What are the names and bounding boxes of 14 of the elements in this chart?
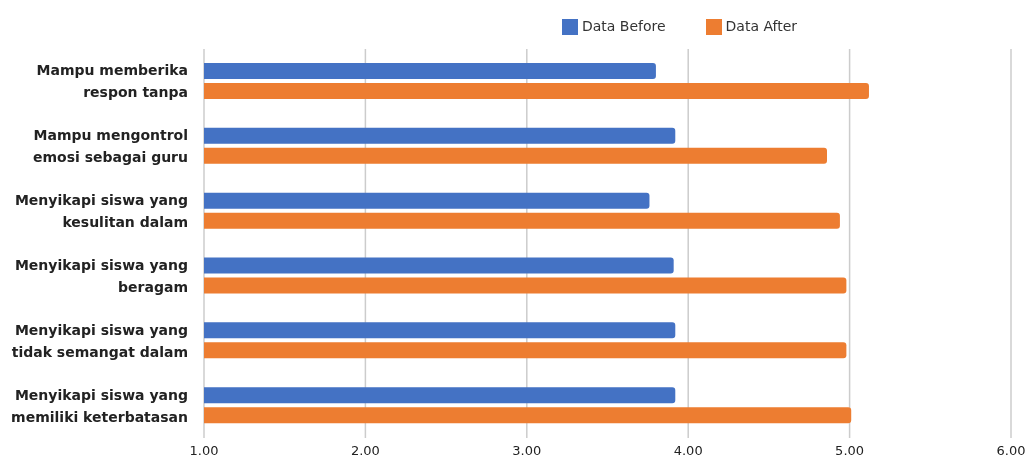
- y-tick-label: Menyikapi siswa yang kesulitan dalam: [14, 192, 188, 231]
- x-tick-label: 3.00: [512, 443, 542, 459]
- y-tick-label: Menyikapi siswa yang memiliki keterbatasan: [11, 386, 188, 425]
- y-tick-label: Menyikapi siswa yang beragam: [14, 256, 188, 295]
- y-tick-label: Mampu mengontrol emosi sebagai guru: [32, 127, 188, 166]
- y-tick-label: Menyikapi siswa yang tidak semangat dalam: [11, 321, 188, 360]
- x-tick-label: 1.00: [189, 443, 219, 459]
- x-tick-label: 6.00: [996, 443, 1026, 459]
- y-tick-label: Mampu memberika respon tanpa: [36, 62, 188, 101]
- x-tick-label: 5.00: [835, 443, 865, 459]
- x-tick-label: 4.00: [673, 443, 703, 459]
- legend-label: Data Before: [581, 18, 666, 34]
- legend-label: Data After: [725, 18, 798, 34]
- x-tick-label: 2.00: [350, 443, 380, 459]
